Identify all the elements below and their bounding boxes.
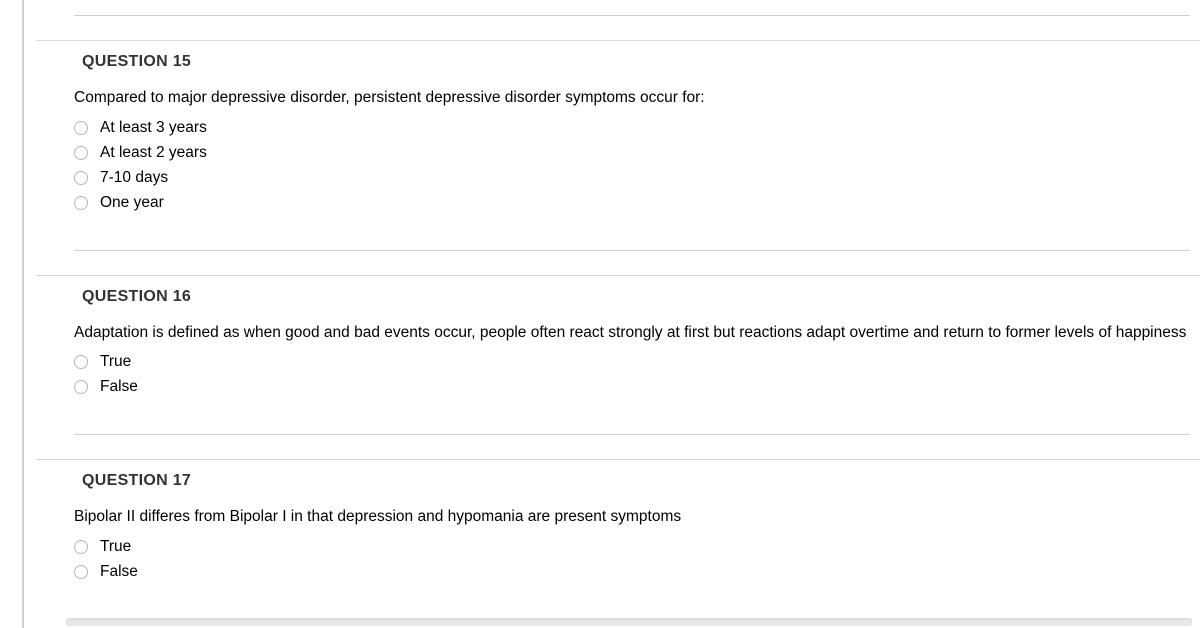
top-divider bbox=[74, 15, 1190, 16]
question-block-15: QUESTION 15 Compared to major depressive… bbox=[24, 40, 1200, 251]
radio-icon[interactable] bbox=[74, 565, 88, 579]
question-body: Compared to major depressive disorder, p… bbox=[24, 87, 1200, 214]
radio-icon[interactable] bbox=[74, 146, 88, 160]
option-label: One year bbox=[100, 194, 164, 212]
question-prompt: Bipolar II differes from Bipolar I in th… bbox=[74, 506, 1200, 528]
quiz-page: QUESTION 15 Compared to major depressive… bbox=[22, 0, 1200, 628]
radio-icon[interactable] bbox=[74, 171, 88, 185]
question-block-17: QUESTION 17 Bipolar II differes from Bip… bbox=[24, 459, 1200, 583]
question-prompt: Compared to major depressive disorder, p… bbox=[74, 87, 1200, 109]
radio-icon[interactable] bbox=[74, 380, 88, 394]
question-title: QUESTION 17 bbox=[24, 460, 1200, 500]
question-title: QUESTION 15 bbox=[24, 41, 1200, 81]
option-row[interactable]: True bbox=[74, 351, 1200, 373]
option-row[interactable]: False bbox=[74, 376, 1200, 398]
option-row[interactable]: At least 3 years bbox=[74, 117, 1200, 139]
option-row[interactable]: At least 2 years bbox=[74, 142, 1200, 164]
option-label: At least 3 years bbox=[100, 119, 207, 137]
question-body: Adaptation is defined as when good and b… bbox=[24, 322, 1200, 399]
question-body: Bipolar II differes from Bipolar I in th… bbox=[24, 506, 1200, 583]
option-row[interactable]: False bbox=[74, 561, 1200, 583]
radio-icon[interactable] bbox=[74, 355, 88, 369]
option-row[interactable]: True bbox=[74, 536, 1200, 558]
option-label: 7-10 days bbox=[100, 169, 168, 187]
horizontal-scrollbar[interactable] bbox=[66, 618, 1192, 626]
option-label: False bbox=[100, 563, 138, 581]
inner-divider bbox=[74, 250, 1190, 251]
option-label: True bbox=[100, 353, 131, 371]
inner-divider bbox=[74, 434, 1190, 435]
radio-icon[interactable] bbox=[74, 121, 88, 135]
option-label: At least 2 years bbox=[100, 144, 207, 162]
question-block-16: QUESTION 16 Adaptation is defined as whe… bbox=[24, 275, 1200, 436]
option-row[interactable]: 7-10 days bbox=[74, 167, 1200, 189]
radio-icon[interactable] bbox=[74, 540, 88, 554]
option-row[interactable]: One year bbox=[74, 192, 1200, 214]
question-title: QUESTION 16 bbox=[24, 276, 1200, 316]
option-label: False bbox=[100, 378, 138, 396]
question-prompt: Adaptation is defined as when good and b… bbox=[74, 322, 1200, 344]
option-label: True bbox=[100, 538, 131, 556]
radio-icon[interactable] bbox=[74, 196, 88, 210]
